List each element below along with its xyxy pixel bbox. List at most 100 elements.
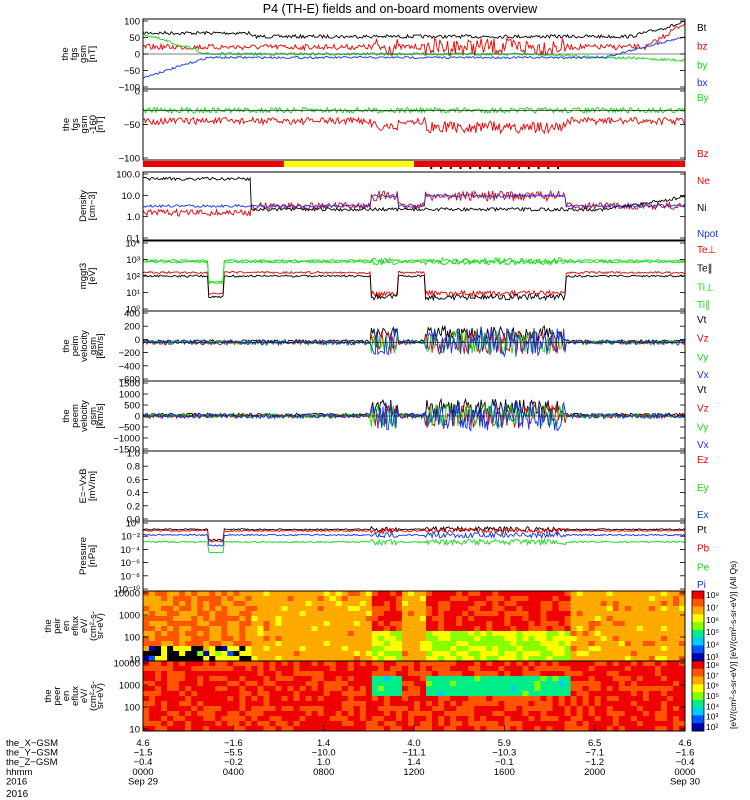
heatmap-cell — [347, 711, 355, 717]
heatmap-cell — [630, 691, 638, 697]
heatmap-cell — [486, 616, 493, 622]
heatmap-cell — [257, 666, 265, 672]
heatmap-cell — [149, 656, 156, 661]
heatmap-cell — [269, 631, 277, 637]
heatmap-cell — [624, 611, 632, 617]
heatmap-cell — [167, 646, 174, 652]
heatmap-cell — [474, 691, 481, 697]
heatmap-cell — [341, 701, 349, 707]
legend-Bz: Bz — [697, 149, 709, 160]
heatmap-cell — [317, 616, 325, 622]
heatmap-cell — [654, 671, 662, 677]
heatmap-cell — [407, 726, 415, 731]
heatmap-cell — [510, 701, 517, 707]
heatmap-cell — [287, 641, 295, 647]
heatmap-cell — [648, 701, 656, 707]
heatmap-cell — [329, 641, 337, 647]
heatmap-cell — [528, 631, 536, 637]
heatmap-cell — [438, 616, 445, 622]
heatmap-cell — [612, 686, 620, 692]
heatmap-cell — [197, 676, 204, 682]
heatmap-cell — [215, 606, 222, 612]
heatmap-cell — [636, 671, 644, 677]
heatmap-cell — [317, 686, 325, 692]
heatmap-cell — [341, 681, 349, 687]
heatmap-cell — [414, 721, 421, 727]
heatmap-cell — [582, 596, 590, 602]
y-tick-label: 1000 — [119, 390, 140, 401]
heatmap-cell — [570, 721, 578, 727]
heatmap-cell — [672, 631, 680, 637]
heatmap-cell — [480, 721, 487, 727]
heatmap-cell — [462, 726, 469, 731]
heatmap-cell — [275, 661, 283, 667]
heatmap-cell — [582, 716, 590, 722]
heatmap-cell — [155, 651, 162, 657]
heatmap-cell — [480, 636, 487, 642]
heatmap-cell — [281, 661, 289, 667]
heatmap-cell — [624, 666, 632, 672]
heatmap-cell — [558, 591, 566, 597]
heatmap-cell — [636, 651, 644, 657]
heatmap-cell — [215, 706, 222, 712]
heatmap-cell — [672, 616, 680, 622]
heatmap-cell — [311, 656, 319, 661]
heatmap-cell — [564, 681, 572, 687]
heatmap-cell — [167, 651, 174, 657]
heatmap-cell — [660, 706, 668, 712]
heatmap-cell — [456, 676, 463, 682]
heatmap-cell — [323, 726, 331, 731]
heatmap-cell — [438, 681, 445, 687]
heatmap-cell — [299, 681, 307, 687]
heatmap-cell — [377, 681, 385, 687]
heatmap-cell — [678, 641, 685, 647]
y-tick-label: 0.6 — [127, 475, 140, 486]
heatmap-cell — [209, 696, 216, 702]
heatmap-cell — [594, 716, 602, 722]
colorbar-tick-label: 10⁸ — [706, 590, 719, 600]
heatmap-cell — [672, 671, 680, 677]
heatmap-cell — [263, 676, 271, 682]
heatmap-cell — [227, 691, 234, 697]
heatmap-cell — [516, 641, 523, 647]
heatmap-cell — [215, 701, 222, 707]
heatmap-cell — [444, 711, 451, 717]
heatmap-cell — [389, 656, 397, 661]
heatmap-cell — [185, 596, 192, 602]
heatmap-cell — [468, 661, 475, 667]
heatmap-cell — [618, 726, 626, 731]
heatmap-cell — [618, 651, 626, 657]
heatmap-cell — [317, 641, 325, 647]
heatmap-cell — [311, 716, 319, 722]
heatmap-cell — [311, 726, 319, 731]
heatmap-cell — [642, 646, 650, 652]
heatmap-cell — [215, 696, 222, 702]
heatmap-cell — [648, 666, 656, 672]
heatmap-cell — [564, 656, 572, 661]
heatmap-cell — [528, 611, 536, 617]
heatmap-cell — [239, 591, 246, 597]
heatmap-cell — [498, 726, 505, 731]
y-tick-label: 1000 — [119, 611, 140, 622]
heatmap-cell — [522, 611, 530, 617]
heatmap-cell — [323, 631, 331, 637]
heatmap-cell — [540, 651, 548, 657]
legend-By: By — [697, 93, 709, 104]
heatmap-cell — [161, 671, 168, 677]
heatmap-cell — [480, 656, 487, 661]
heatmap-cell — [179, 656, 186, 661]
y-axis-label: -160 — [88, 115, 99, 134]
heatmap-cell — [498, 686, 505, 692]
heatmap-cell — [209, 686, 216, 692]
heatmap-cell — [323, 686, 331, 692]
heatmap-cell — [612, 691, 620, 697]
heatmap-cell — [630, 661, 638, 667]
heatmap-cell — [371, 726, 379, 731]
heatmap-cell — [426, 666, 433, 672]
heatmap-cell — [383, 631, 391, 637]
heatmap-cell — [606, 681, 614, 687]
heatmap-cell — [462, 696, 469, 702]
heatmap-cell — [516, 706, 523, 712]
heatmap-cell — [660, 596, 668, 602]
heatmap-cell — [359, 686, 367, 692]
